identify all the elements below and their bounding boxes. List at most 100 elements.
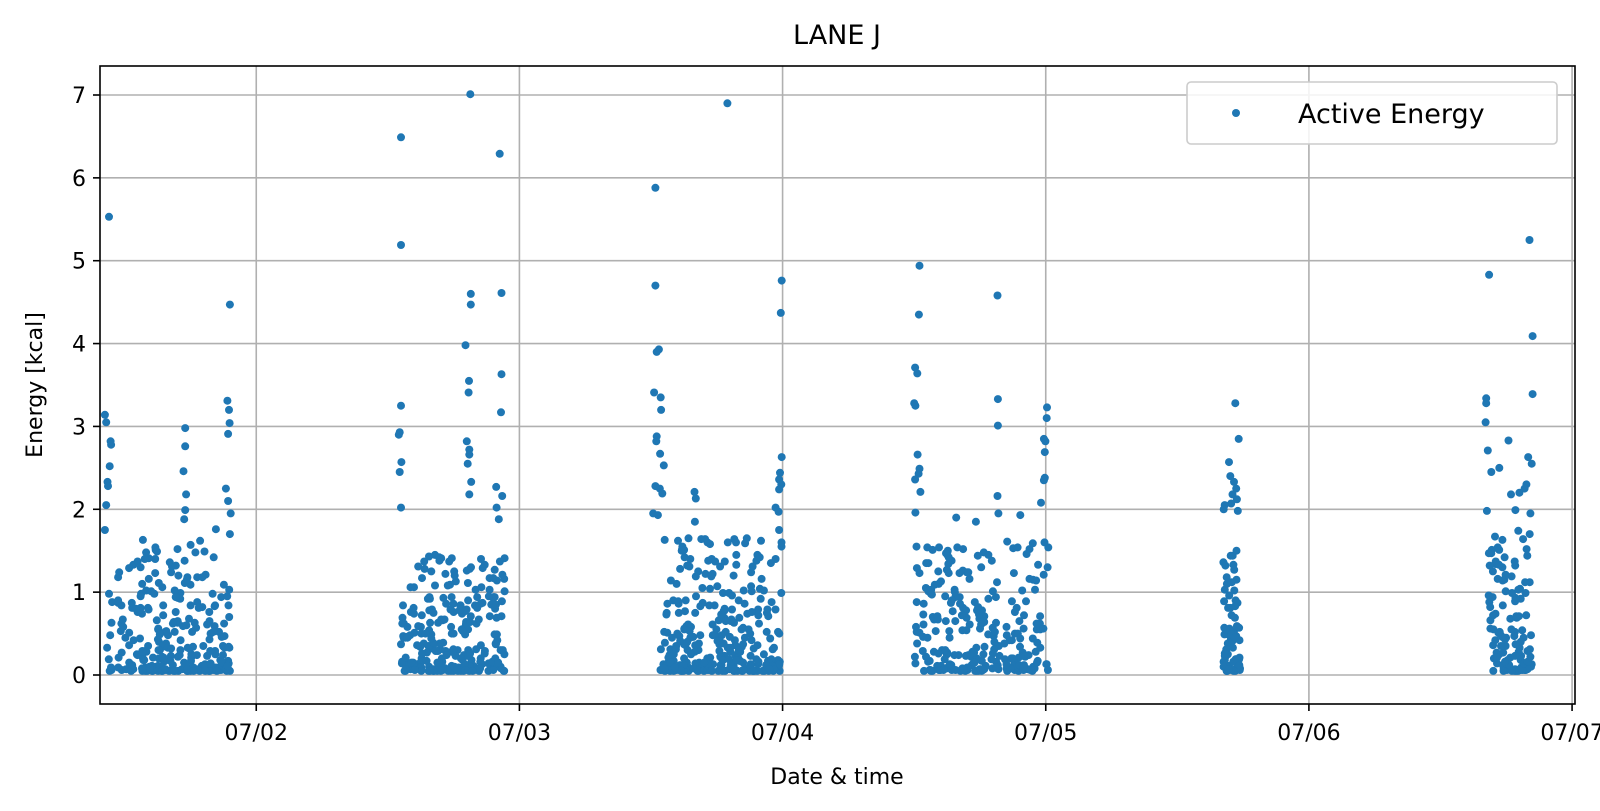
data-point — [755, 619, 763, 628]
data-point — [1221, 625, 1230, 634]
data-point — [660, 535, 669, 544]
data-point — [652, 437, 661, 446]
data-point — [151, 555, 160, 563]
data-point — [186, 540, 195, 549]
data-point — [403, 622, 412, 631]
data-point — [1526, 509, 1535, 518]
data-point — [680, 545, 689, 554]
data-point — [144, 574, 153, 583]
data-point — [127, 598, 136, 607]
data-point — [720, 604, 729, 613]
data-point — [208, 589, 217, 598]
data-point — [945, 627, 954, 636]
data-point — [186, 644, 195, 653]
data-point — [223, 661, 232, 670]
data-point — [159, 601, 168, 610]
data-point — [1482, 399, 1491, 408]
data-point — [166, 656, 175, 665]
data-point — [965, 574, 974, 583]
data-point — [691, 608, 700, 617]
data-point — [119, 622, 128, 631]
data-point — [1528, 332, 1537, 341]
data-point — [652, 347, 661, 356]
data-point — [1504, 436, 1513, 445]
data-point — [418, 649, 426, 658]
data-point — [746, 651, 755, 660]
data-point — [1026, 666, 1035, 674]
data-point — [490, 565, 499, 574]
data-point — [1487, 468, 1496, 476]
data-point — [489, 574, 498, 583]
data-point — [753, 641, 762, 650]
data-point — [456, 654, 465, 663]
data-point — [223, 592, 232, 601]
data-point — [219, 580, 228, 589]
data-point — [225, 613, 234, 621]
data-point — [1222, 573, 1231, 582]
data-point — [955, 569, 964, 578]
data-point — [150, 589, 159, 598]
data-point — [913, 450, 922, 459]
data-point — [669, 650, 678, 659]
data-point — [450, 571, 459, 580]
data-point — [466, 90, 475, 99]
plot-frame — [99, 65, 1576, 705]
y-tick-label: 6 — [72, 167, 86, 192]
data-point — [158, 652, 167, 661]
data-point — [429, 608, 438, 617]
data-point — [215, 627, 223, 636]
data-point — [1235, 661, 1244, 670]
data-point — [435, 658, 443, 667]
grid-lines — [100, 66, 1575, 704]
data-point — [914, 469, 923, 478]
data-point — [438, 666, 447, 674]
data-point — [1039, 624, 1048, 633]
data-point — [410, 666, 419, 674]
data-point — [449, 629, 458, 638]
data-point — [1036, 643, 1045, 652]
data-point — [151, 543, 160, 552]
data-point — [1020, 611, 1028, 620]
data-point — [766, 634, 775, 643]
data-point — [201, 666, 210, 675]
data-point — [100, 526, 109, 534]
data-point — [466, 649, 475, 658]
data-point — [717, 610, 726, 619]
chart-title: LANE J — [793, 20, 881, 51]
data-point — [224, 642, 233, 651]
data-point — [458, 627, 467, 636]
data-point — [718, 666, 727, 675]
data-point — [443, 581, 452, 590]
data-point — [463, 459, 472, 468]
data-point — [224, 429, 233, 438]
data-point — [775, 660, 784, 669]
data-point — [656, 449, 665, 458]
data-point — [680, 553, 689, 562]
data-point — [729, 571, 738, 580]
data-point — [144, 642, 153, 650]
data-point — [165, 558, 174, 567]
data-point — [171, 561, 180, 570]
data-point — [980, 642, 989, 651]
data-point — [683, 637, 692, 646]
data-point — [1501, 587, 1510, 596]
data-point — [747, 636, 756, 645]
data-point — [978, 665, 987, 674]
data-point — [431, 647, 440, 655]
data-point — [498, 646, 507, 655]
y-axis: 0 1 2 3 4 5 6 7 — [72, 84, 100, 689]
data-point — [755, 553, 764, 562]
data-point — [167, 644, 176, 653]
data-point — [984, 630, 993, 639]
data-point — [465, 450, 474, 459]
data-point — [226, 509, 235, 518]
data-point — [1506, 614, 1515, 623]
data-point — [657, 405, 666, 414]
data-point — [1481, 418, 1490, 427]
data-point — [941, 617, 950, 626]
data-point — [766, 559, 775, 568]
data-point — [1039, 570, 1048, 579]
data-point — [1525, 645, 1534, 654]
data-point — [670, 663, 679, 672]
data-point — [1025, 574, 1034, 583]
